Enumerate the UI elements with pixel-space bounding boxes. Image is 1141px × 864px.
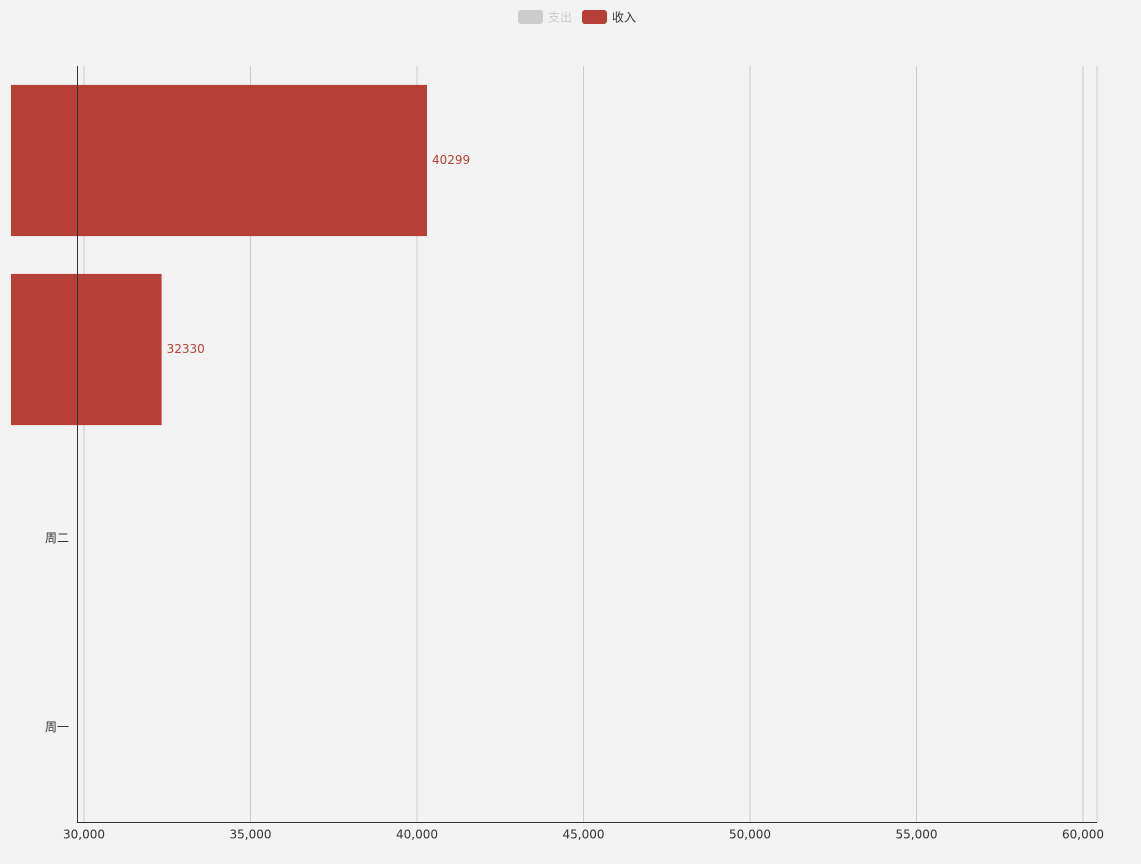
x-tick-label: 45,000 (563, 828, 605, 842)
y-tick-label: 周二 (45, 531, 69, 545)
x-tick-label: 30,000 (63, 828, 105, 842)
y-tick-label: 周一 (45, 720, 69, 734)
legend-swatch[interactable] (582, 10, 607, 24)
x-tick-label: 35,000 (229, 828, 271, 842)
legend-label[interactable]: 收入 (612, 11, 636, 25)
value-label: 40299 (432, 153, 470, 167)
x-tick-label: 60,000 (1062, 828, 1104, 842)
bar (11, 273, 162, 426)
legend-swatch[interactable] (518, 10, 543, 24)
x-tick-label: 40,000 (396, 828, 438, 842)
x-tick-label: 55,000 (896, 828, 938, 842)
x-tick-label: 50,000 (729, 828, 771, 842)
legend-label[interactable]: 支出 (548, 11, 572, 25)
value-label: 32330 (167, 342, 205, 356)
bar (11, 84, 427, 237)
